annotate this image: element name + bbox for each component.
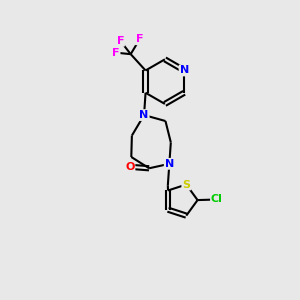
Text: Cl: Cl bbox=[211, 194, 223, 205]
Text: F: F bbox=[116, 36, 124, 46]
Text: N: N bbox=[165, 159, 174, 169]
Text: F: F bbox=[136, 34, 143, 44]
Text: S: S bbox=[182, 179, 190, 190]
Text: N: N bbox=[140, 110, 149, 120]
Text: N: N bbox=[179, 65, 189, 76]
Text: F: F bbox=[112, 48, 120, 58]
Text: O: O bbox=[125, 162, 134, 172]
